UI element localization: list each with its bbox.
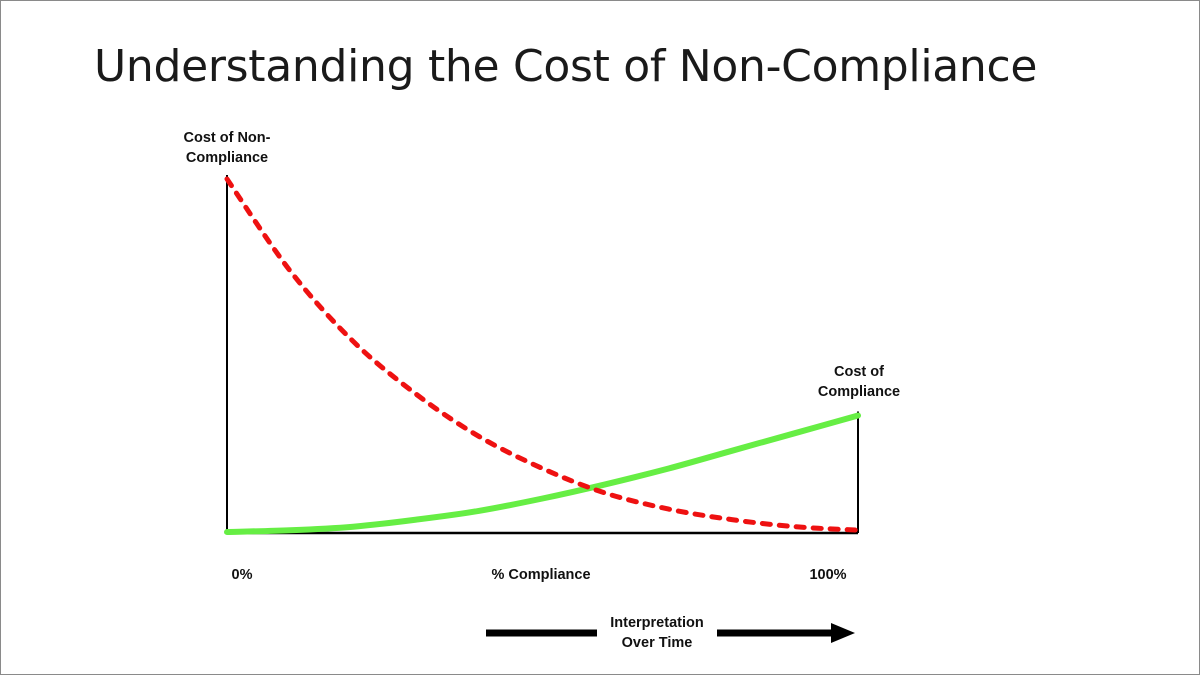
x-tick-label-0: 0%: [231, 567, 253, 583]
x-axis-label: % Compliance: [491, 567, 591, 583]
slide-title: Understanding the Cost of Non-Compliance: [94, 41, 1038, 92]
series-label-compliance: Cost of Compliance: [817, 364, 901, 400]
arrow-head: [831, 623, 855, 643]
series-line-compliance: [224, 412, 861, 535]
series-line-non-compliance: [224, 176, 861, 533]
arrow-label: Interpretation Over Time: [597, 613, 717, 653]
x-tick-label-100: 100%: [809, 567, 847, 583]
series-label-non-compliance: Cost of Non-Compliance: [183, 130, 271, 166]
